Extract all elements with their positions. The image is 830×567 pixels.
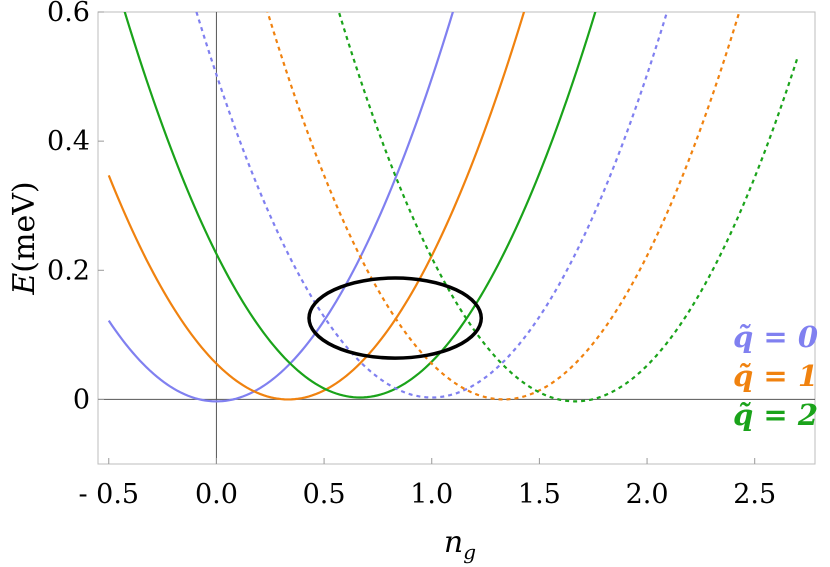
x-tick-label: 0.0 bbox=[195, 479, 238, 510]
x-tick-label: 0.5 bbox=[303, 479, 346, 510]
series-line-solid-0 bbox=[107, 12, 455, 403]
y-tick-label: 0.4 bbox=[47, 126, 90, 157]
y-tick-label: 0.2 bbox=[47, 255, 90, 286]
plot-frame bbox=[97, 11, 816, 465]
x-tick-label: 2.5 bbox=[733, 479, 776, 510]
series-line-dotted-4 bbox=[266, 12, 741, 401]
x-tick-label: - 0.5 bbox=[78, 479, 139, 510]
x-tick-label: 1.5 bbox=[518, 479, 561, 510]
series-line-dotted-5 bbox=[337, 12, 799, 403]
x-tick-label: 1.0 bbox=[410, 479, 453, 510]
x-axis-title: ng bbox=[444, 525, 476, 564]
y-axis-title: E(meV) bbox=[7, 181, 42, 295]
x-tick-label: 2.0 bbox=[626, 479, 669, 510]
series-line-solid-1 bbox=[107, 12, 526, 401]
y-tick-label: 0 bbox=[73, 384, 90, 415]
legend-entry: q̃ = 2 bbox=[733, 398, 818, 432]
y-tick-label: 0.6 bbox=[47, 0, 90, 28]
highlight-ellipse bbox=[307, 276, 484, 360]
legend-entry: q̃ = 1 bbox=[733, 359, 818, 393]
series-line-solid-2 bbox=[123, 12, 597, 399]
series-line-dotted-3 bbox=[195, 12, 669, 399]
legend-entry: q̃ = 0 bbox=[733, 320, 818, 354]
